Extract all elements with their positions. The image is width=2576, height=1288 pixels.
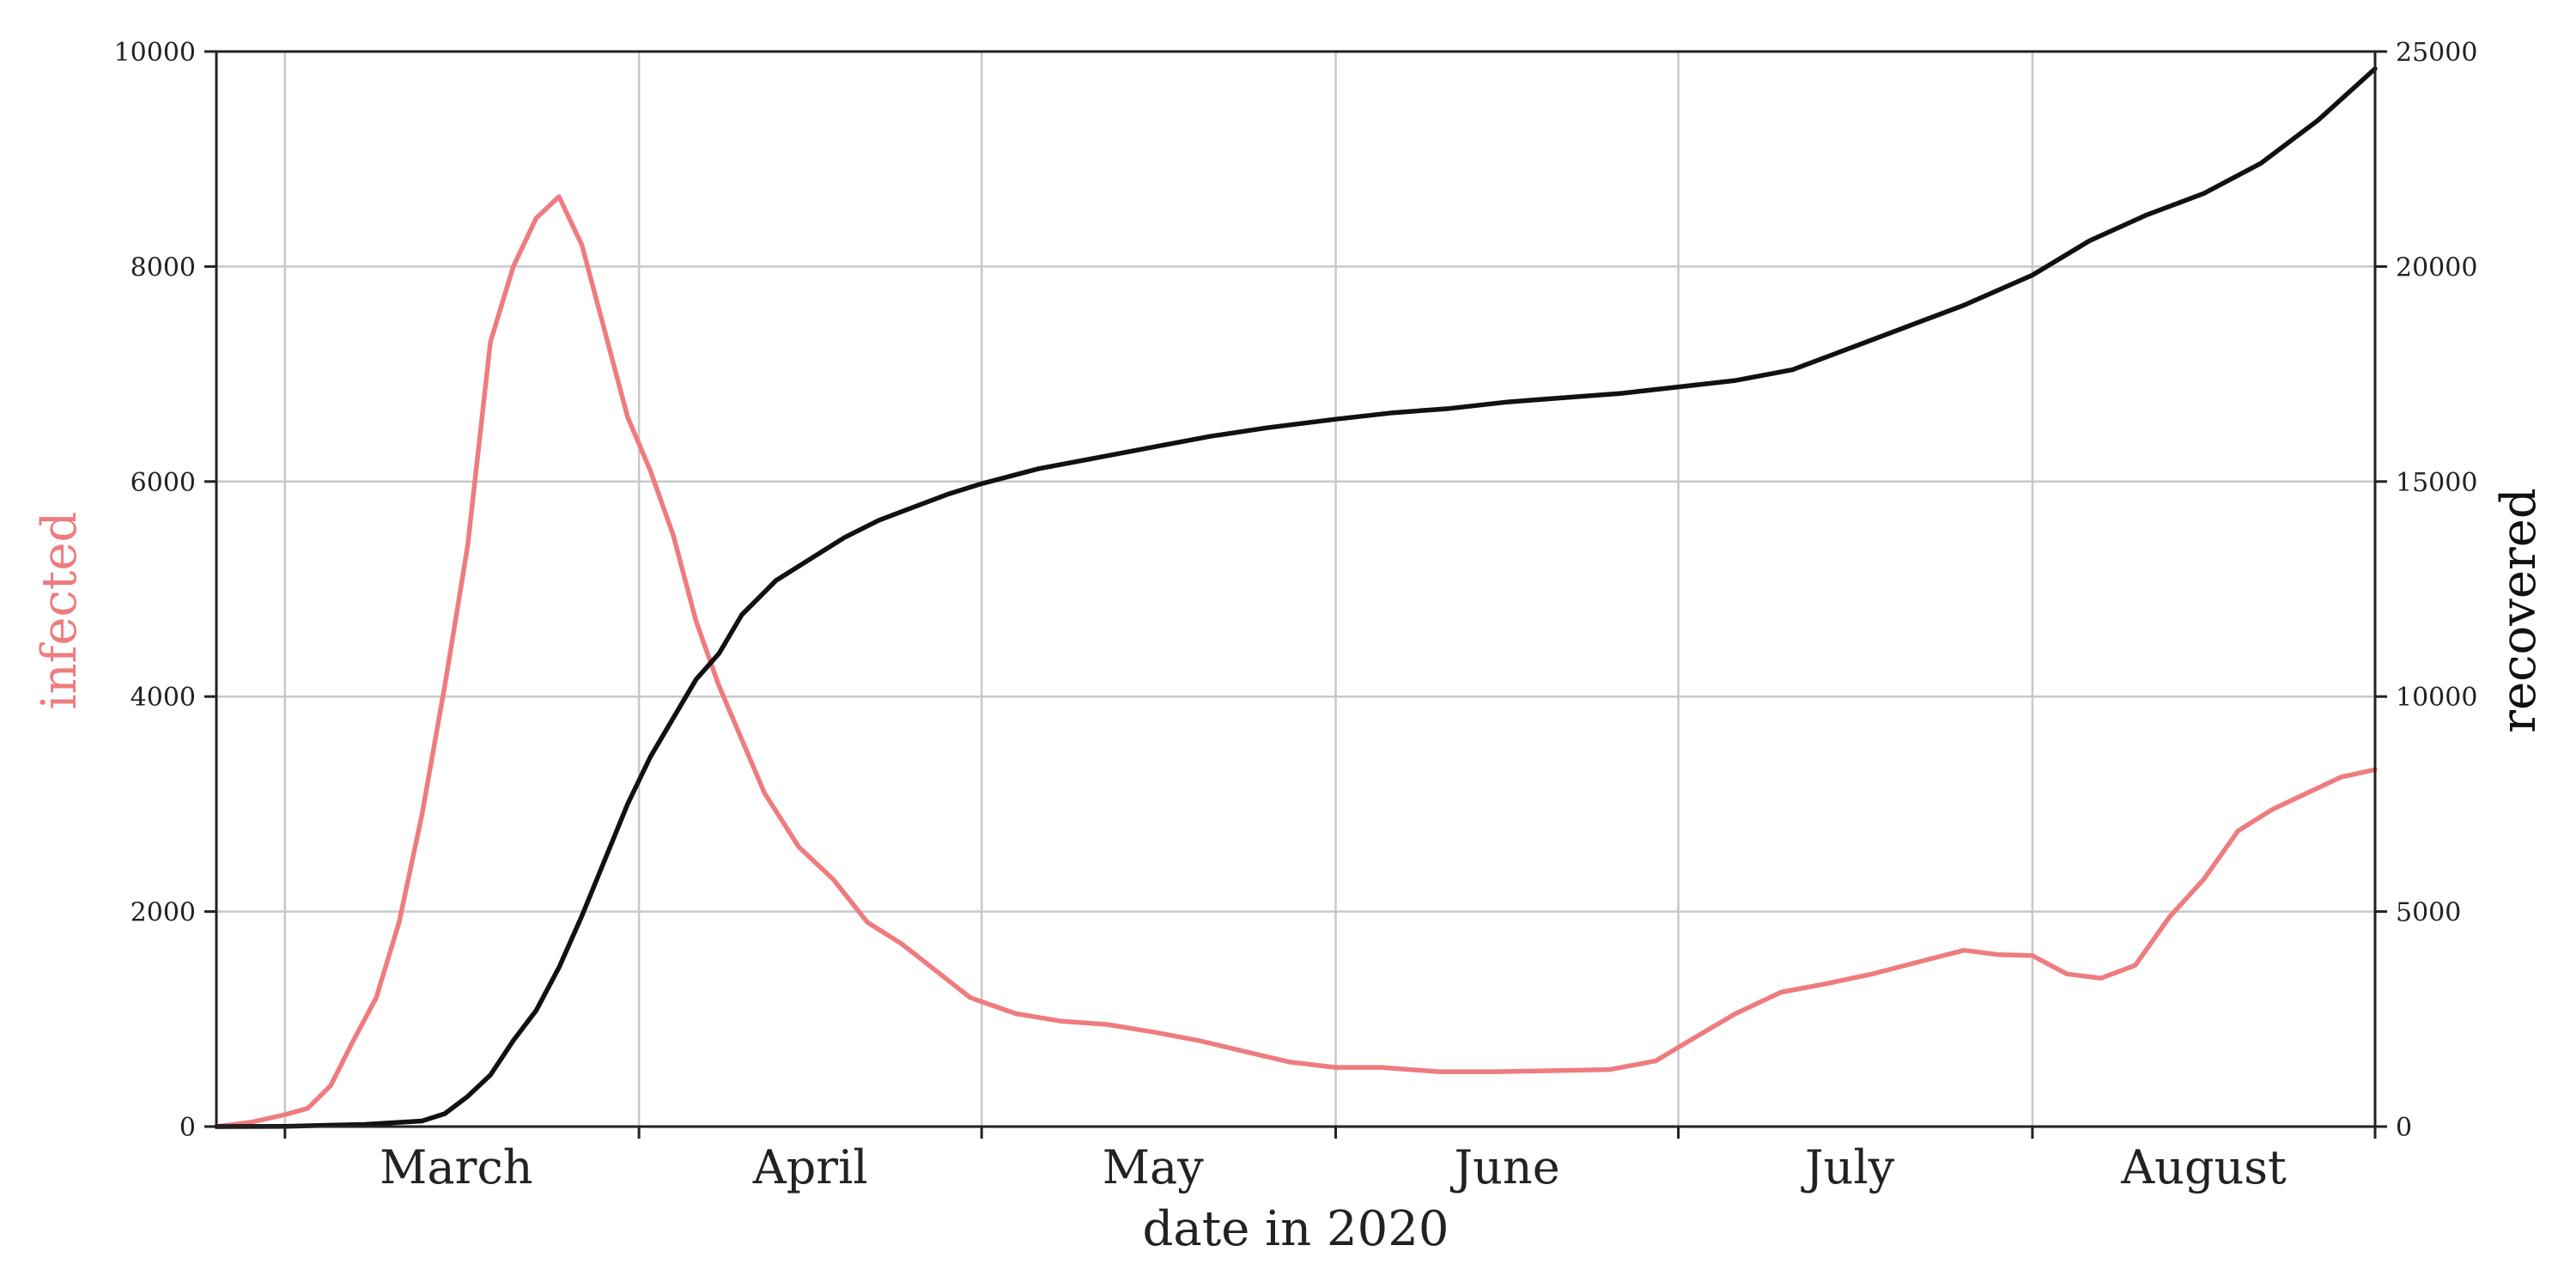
- plot-frame: [215, 50, 2377, 1128]
- x-tick-label: July: [1801, 1140, 1895, 1194]
- left-tick-label: 0: [179, 1113, 196, 1143]
- x-axis-title: date in 2020: [1143, 1201, 1449, 1257]
- left-tick-label: 6000: [131, 468, 196, 498]
- left-tick-label: 8000: [131, 252, 196, 283]
- x-tick-label: April: [752, 1140, 868, 1194]
- x-axis-ticks: March April May June July August: [283, 1127, 2377, 1194]
- right-tick-label: 0: [2396, 1113, 2412, 1143]
- recovered-series-line: [214, 66, 2378, 1129]
- right-tick-label: 10000: [2396, 683, 2477, 713]
- left-tick-label: 4000: [131, 683, 196, 713]
- right-tick-label: 20000: [2396, 252, 2477, 283]
- right-tick-label: 5000: [2396, 898, 2461, 928]
- right-tick-label: 25000: [2396, 38, 2477, 68]
- infected-series-line: [214, 194, 2378, 1129]
- x-tick-label: May: [1103, 1140, 1204, 1194]
- x-tick-label: August: [2120, 1140, 2287, 1194]
- left-axis-ticks: 0 2000 4000 6000 8000 10000: [114, 38, 216, 1143]
- right-axis-ticks: 0 5000 10000 15000 20000 25000: [2375, 38, 2477, 1143]
- series: [214, 66, 2378, 1129]
- left-tick-label: 10000: [114, 38, 196, 68]
- x-tick-label: March: [380, 1140, 532, 1194]
- x-tick-label: June: [1449, 1140, 1559, 1194]
- right-axis-title: recovered: [2491, 488, 2547, 733]
- left-tick-label: 2000: [131, 898, 196, 928]
- right-tick-label: 15000: [2396, 468, 2477, 498]
- axes: [215, 50, 2377, 1128]
- left-axis-title: infected: [32, 512, 88, 710]
